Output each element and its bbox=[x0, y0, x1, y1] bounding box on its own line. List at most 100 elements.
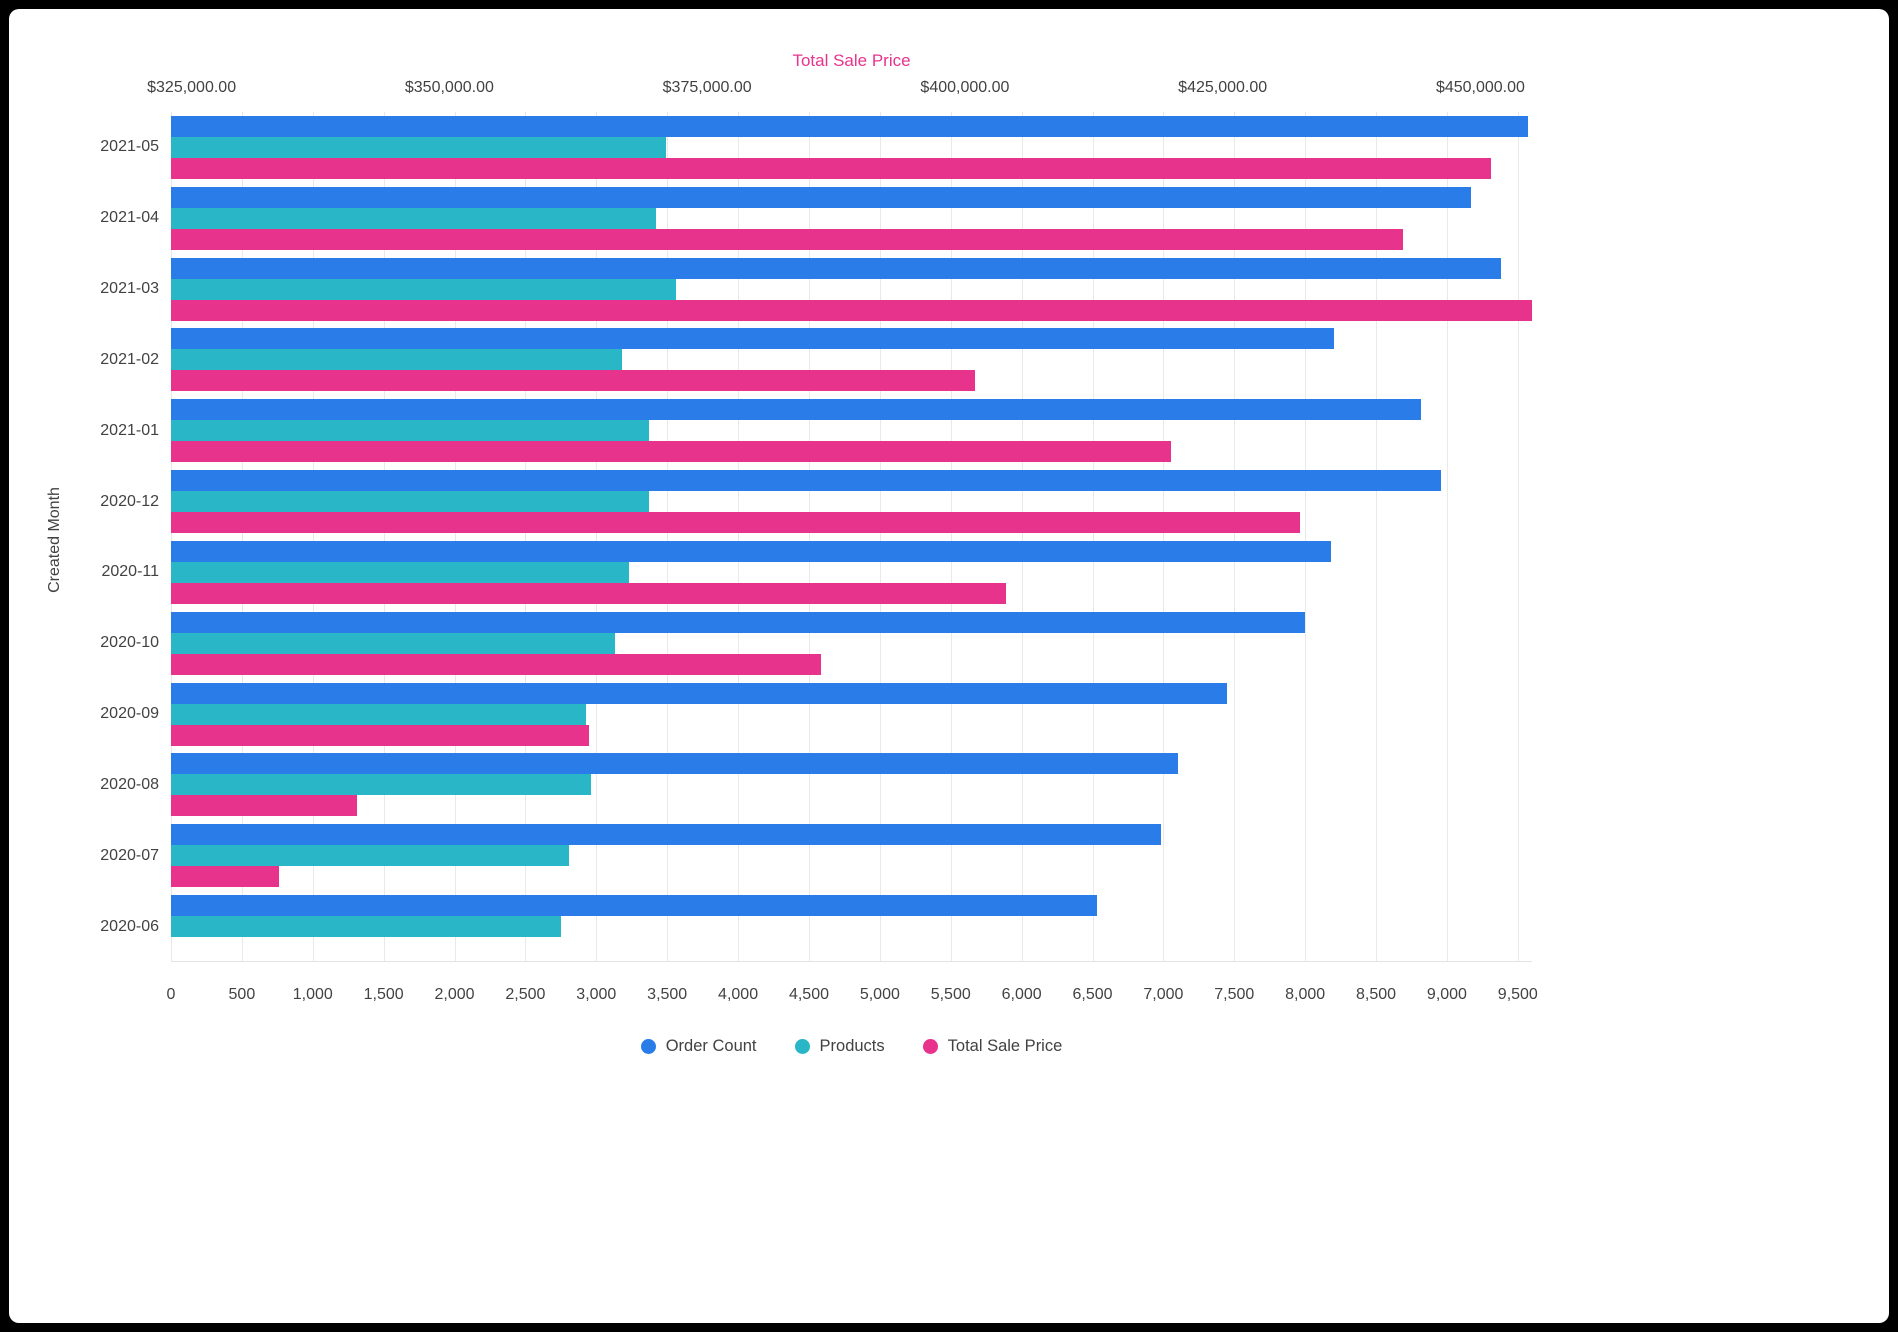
bar-total-sale-price[interactable] bbox=[171, 724, 589, 746]
y-axis-label: 2021-02 bbox=[100, 350, 159, 368]
y-axis-label: 2020-11 bbox=[101, 563, 159, 581]
y-axis-label: 2020-07 bbox=[100, 846, 159, 864]
y-axis-label: 2021-03 bbox=[100, 280, 159, 298]
top-axis-tick-label: $450,000.00 bbox=[1435, 79, 1525, 96]
bottom-axis-tick-label: 7,500 bbox=[1214, 986, 1255, 1003]
bottom-axis-tick-label: 9,500 bbox=[1497, 986, 1538, 1003]
bar-total-sale-price[interactable] bbox=[171, 866, 280, 888]
bar-total-sale-price[interactable] bbox=[171, 582, 1007, 604]
legend-label: Order Count bbox=[665, 1037, 757, 1055]
bar-order-count[interactable] bbox=[171, 611, 1306, 633]
y-axis-label: 2020-10 bbox=[100, 634, 159, 652]
bar-total-sale-price[interactable] bbox=[171, 299, 1532, 321]
y-axis-label: 2021-04 bbox=[100, 209, 159, 227]
bottom-axis-tick-label: 3,500 bbox=[647, 986, 688, 1003]
top-axis-tick-label: $350,000.00 bbox=[404, 79, 494, 96]
legend-item-products[interactable]: Products bbox=[794, 1037, 885, 1056]
top-axis-tick-label: $425,000.00 bbox=[1178, 79, 1268, 96]
bottom-axis-tick-label: 500 bbox=[228, 986, 256, 1003]
bar-total-sale-price[interactable] bbox=[171, 653, 821, 675]
bar-order-count[interactable] bbox=[171, 895, 1097, 917]
bottom-axis-tick-label: 3,000 bbox=[576, 986, 617, 1003]
gridline bbox=[1021, 112, 1023, 961]
bottom-axis-tick-label: 2,000 bbox=[434, 986, 475, 1003]
bar-products[interactable] bbox=[171, 420, 649, 442]
top-axis-tick-label: $325,000.00 bbox=[147, 79, 237, 96]
bottom-axis-tick-label: 2,500 bbox=[505, 986, 546, 1003]
gridline bbox=[525, 112, 527, 961]
bottom-axis-tick-label: 5,500 bbox=[930, 986, 971, 1003]
gridline bbox=[171, 112, 172, 961]
bar-products[interactable] bbox=[171, 632, 615, 654]
gridline bbox=[1376, 112, 1378, 961]
y-axis-label: 2020-12 bbox=[100, 492, 159, 510]
gridline bbox=[1163, 112, 1165, 961]
bar-order-count[interactable] bbox=[171, 399, 1422, 421]
bar-products[interactable] bbox=[171, 845, 570, 867]
chart-card: Total Sale Price $325,000.00 $350,000.00 $… bbox=[9, 9, 1889, 1323]
bar-order-count[interactable] bbox=[171, 682, 1228, 704]
y-axis-label: 2021-05 bbox=[100, 138, 159, 156]
bar-total-sale-price[interactable] bbox=[171, 157, 1491, 179]
bar-total-sale-price[interactable] bbox=[171, 228, 1404, 250]
bar-total-sale-price[interactable] bbox=[171, 370, 976, 392]
legend-dot bbox=[922, 1039, 938, 1054]
y-axis-label: 2020-09 bbox=[100, 705, 159, 723]
gridline bbox=[1092, 112, 1094, 961]
bar-products[interactable] bbox=[171, 207, 656, 229]
bottom-axis-tick-label: 7,000 bbox=[1143, 986, 1184, 1003]
bar-order-count[interactable] bbox=[171, 257, 1501, 279]
bar-order-count[interactable] bbox=[171, 824, 1161, 846]
bar-products[interactable] bbox=[171, 561, 629, 583]
bar-products[interactable] bbox=[171, 774, 591, 796]
bottom-axis-tick-label: 1,500 bbox=[363, 986, 404, 1003]
legend-item-order-count[interactable]: Order Count bbox=[640, 1037, 757, 1056]
gridline bbox=[808, 112, 810, 961]
bar-products[interactable] bbox=[171, 491, 649, 513]
bottom-axis-tick-label: 6,000 bbox=[1001, 986, 1042, 1003]
bar-total-sale-price[interactable] bbox=[171, 795, 357, 817]
bar-order-count[interactable] bbox=[171, 328, 1334, 350]
bar-order-count[interactable] bbox=[171, 753, 1178, 775]
legend: Order Count Products Total Sale Price bbox=[171, 1037, 1532, 1056]
bottom-axis-tick-label: 9,000 bbox=[1426, 986, 1467, 1003]
bottom-axis-tick-label: 0 bbox=[166, 986, 176, 1003]
y-axis-label: 2020-06 bbox=[100, 917, 159, 935]
bar-total-sale-price[interactable] bbox=[171, 512, 1300, 534]
bar-products[interactable] bbox=[171, 136, 666, 158]
gridline bbox=[1305, 112, 1307, 961]
bar-order-count[interactable] bbox=[171, 540, 1331, 562]
bar-products[interactable] bbox=[171, 916, 561, 938]
legend-label: Total Sale Price bbox=[947, 1037, 1063, 1055]
bar-order-count[interactable] bbox=[171, 470, 1442, 492]
top-axis-tick-label: $400,000.00 bbox=[920, 79, 1010, 96]
bottom-axis-tick-label: 8,000 bbox=[1285, 986, 1326, 1003]
y-axis-label: 2020-08 bbox=[100, 775, 159, 793]
y-axis-label: 2021-01 bbox=[100, 421, 159, 439]
top-axis-title: Total Sale Price bbox=[792, 51, 911, 70]
bottom-axis-tick-label: 4,000 bbox=[718, 986, 759, 1003]
gridline bbox=[312, 112, 314, 961]
bottom-axis-tick-label: 4,500 bbox=[788, 986, 829, 1003]
bar-order-count[interactable] bbox=[171, 186, 1472, 208]
legend-item-total-sale-price[interactable]: Total Sale Price bbox=[922, 1037, 1063, 1056]
legend-dot bbox=[640, 1039, 656, 1054]
legend-dot bbox=[794, 1039, 810, 1054]
gridline bbox=[667, 112, 669, 961]
gridline bbox=[950, 112, 952, 961]
bottom-axis-tick-label: 6,500 bbox=[1072, 986, 1113, 1003]
gridline bbox=[241, 112, 243, 961]
bar-products[interactable] bbox=[171, 703, 587, 725]
bar-products[interactable] bbox=[171, 278, 676, 300]
plot-area bbox=[171, 112, 1532, 962]
top-axis-tick-label: $375,000.00 bbox=[662, 79, 752, 96]
bar-order-count[interactable] bbox=[171, 115, 1528, 137]
bar-products[interactable] bbox=[171, 349, 622, 371]
gridline bbox=[596, 112, 598, 961]
bottom-axis-tick-label: 8,500 bbox=[1356, 986, 1397, 1003]
gridline bbox=[738, 112, 740, 961]
gridline bbox=[1234, 112, 1236, 961]
gridline bbox=[879, 112, 881, 961]
gridline bbox=[1517, 112, 1519, 961]
bar-total-sale-price[interactable] bbox=[171, 441, 1172, 463]
